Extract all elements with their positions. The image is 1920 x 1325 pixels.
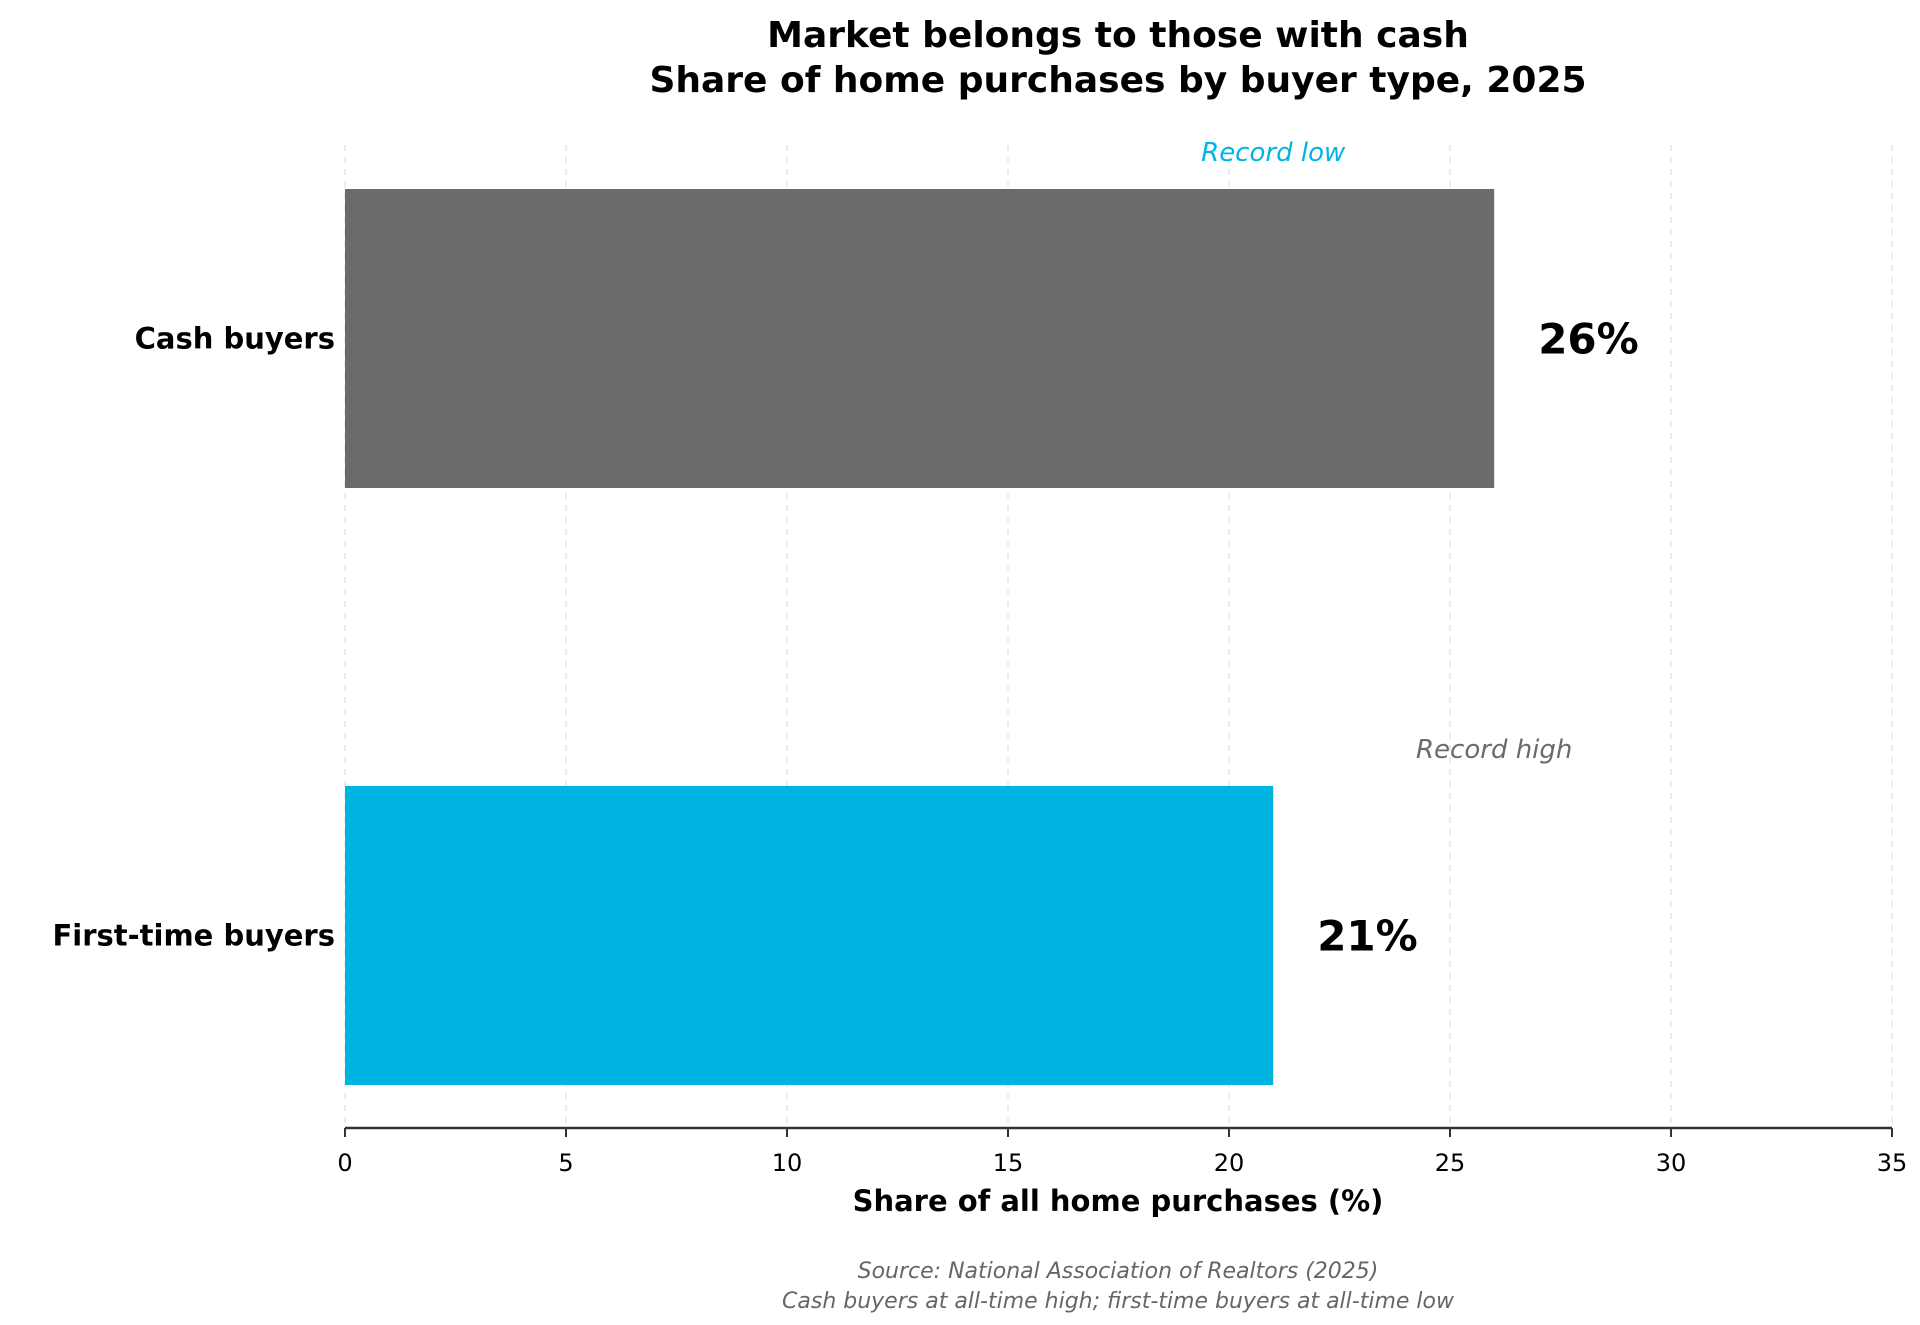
x-tick-label-30: 30: [1656, 1149, 1687, 1177]
source-line-1: Source: National Association of Realtors…: [858, 1259, 1379, 1284]
x-tick-label-0: 0: [337, 1149, 352, 1177]
x-tick-labels: 0 5 10 15 20 25 30 35: [337, 1149, 1907, 1177]
x-tick-label-15: 15: [993, 1149, 1024, 1177]
x-axis: [344, 1126, 1893, 1137]
x-tick-label-5: 5: [558, 1149, 573, 1177]
chart-title-line-2: Share of home purchases by buyer type, 2…: [649, 60, 1586, 101]
annotation-record-low: Record low: [1201, 138, 1346, 168]
category-label-first-time-buyers: First-time buyers: [52, 919, 335, 953]
x-tick-label-10: 10: [772, 1149, 803, 1177]
x-tick-label-35: 35: [1877, 1149, 1908, 1177]
annotations: Record low Record high: [1201, 138, 1572, 765]
bars: [345, 189, 1495, 1085]
annotation-record-high: Record high: [1416, 735, 1572, 765]
category-label-cash-buyers: Cash buyers: [135, 322, 335, 356]
bar-first-time-buyers: [345, 786, 1274, 1085]
value-labels: 26% 21%: [1317, 315, 1639, 961]
chart-title-line-1: Market belongs to those with cash: [767, 15, 1469, 56]
value-label-cash-buyers: 26%: [1538, 315, 1639, 364]
x-axis-label: Share of all home purchases (%): [853, 1184, 1384, 1218]
chart-title: Market belongs to those with cash Share …: [649, 15, 1586, 101]
x-tick-label-20: 20: [1214, 1149, 1245, 1177]
category-labels: Cash buyers First-time buyers: [52, 322, 335, 953]
source-note: Source: National Association of Realtors…: [782, 1259, 1455, 1314]
value-label-first-time-buyers: 21%: [1317, 912, 1418, 961]
source-line-2: Cash buyers at all-time high; first-time…: [782, 1289, 1455, 1314]
bar-cash-buyers: [345, 189, 1495, 488]
x-tick-label-25: 25: [1435, 1149, 1466, 1177]
